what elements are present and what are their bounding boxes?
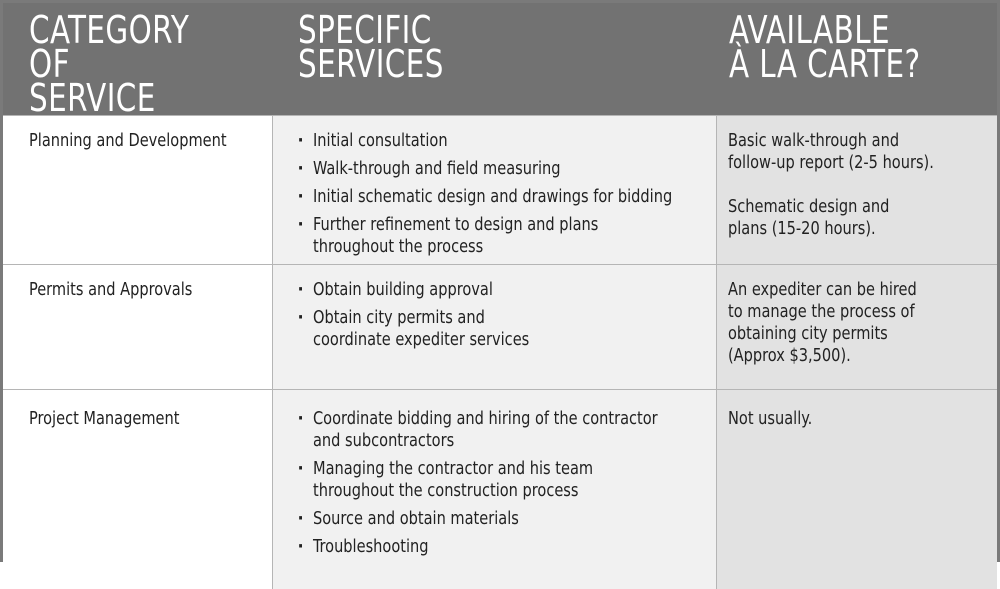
- a-la-carte-note: Basic walk-through and follow-up report …: [728, 130, 998, 174]
- table-row: Permits and Approvals Obtain building ap…: [3, 264, 998, 390]
- category-cell: Project Management: [3, 389, 273, 589]
- a-la-carte-text: An expediter can be hired to manage the …: [727, 279, 917, 366]
- table-row: Project Management Coordinate bidding an…: [3, 389, 998, 589]
- service-item: Obtain building approval: [297, 279, 716, 301]
- a-la-carte-cell: Not usually.: [716, 389, 998, 589]
- service-item-text: Obtain building approval: [312, 279, 493, 300]
- header-category: CATEGORY OF SERVICE: [3, 3, 272, 120]
- category-label: Planning and Development: [29, 130, 227, 151]
- service-item: Source and obtain materials: [297, 508, 716, 530]
- a-la-carte-note: An expediter can be hired to manage the …: [728, 279, 998, 367]
- service-item-text: Initial consultation: [312, 130, 448, 151]
- services-cell: Initial consultation Walk-through and fi…: [272, 115, 717, 265]
- header-specific-services: SPECIFIC SERVICES: [272, 3, 716, 116]
- a-la-carte-cell: Basic walk-through and follow-up report …: [716, 115, 998, 265]
- services-cell: Obtain building approval Obtain city per…: [272, 264, 717, 390]
- services-table-frame: CATEGORY OF SERVICE SPECIFIC SERVICES AV…: [0, 0, 1000, 562]
- service-item: Initial schematic design and drawings fo…: [297, 186, 716, 208]
- table-row: Planning and Development Initial consult…: [3, 115, 998, 265]
- service-item-text: Obtain city permits and coordinate exped…: [312, 307, 529, 350]
- header-specific-services-label: SPECIFIC SERVICES: [298, 8, 444, 86]
- service-item: Further refinement to design and plans t…: [297, 214, 716, 258]
- header-a-la-carte: AVAILABLE À LA CARTE?: [716, 3, 997, 116]
- a-la-carte-text: Not usually.: [727, 408, 812, 429]
- services-list: Initial consultation Walk-through and fi…: [297, 130, 716, 258]
- services-cell: Coordinate bidding and hiring of the con…: [272, 389, 717, 589]
- a-la-carte-cell: An expediter can be hired to manage the …: [716, 264, 998, 390]
- service-item-text: Walk-through and field measuring: [312, 158, 561, 179]
- category-cell: Planning and Development: [3, 115, 273, 265]
- a-la-carte-text: Schematic design and plans (15-20 hours)…: [727, 196, 889, 239]
- service-item: Walk-through and field measuring: [297, 158, 716, 180]
- service-item-text: Coordinate bidding and hiring of the con…: [312, 408, 658, 451]
- service-item: Obtain city permits and coordinate exped…: [297, 307, 716, 351]
- category-label: Permits and Approvals: [29, 279, 193, 300]
- table-header: CATEGORY OF SERVICE SPECIFIC SERVICES AV…: [3, 3, 997, 120]
- category-label: Project Management: [29, 408, 180, 429]
- a-la-carte-note: Not usually.: [728, 408, 998, 430]
- header-category-label: CATEGORY OF SERVICE: [29, 8, 190, 120]
- service-item: Troubleshooting: [297, 536, 716, 558]
- service-item: Managing the contractor and his team thr…: [297, 458, 716, 502]
- service-item-text: Further refinement to design and plans t…: [312, 214, 598, 257]
- service-item-text: Managing the contractor and his team thr…: [312, 458, 593, 501]
- a-la-carte-note: Schematic design and plans (15-20 hours)…: [728, 196, 998, 240]
- a-la-carte-text: Basic walk-through and follow-up report …: [727, 130, 934, 173]
- services-list: Coordinate bidding and hiring of the con…: [297, 408, 716, 558]
- service-item-text: Initial schematic design and drawings fo…: [312, 186, 672, 207]
- services-table: CATEGORY OF SERVICE SPECIFIC SERVICES AV…: [3, 3, 997, 589]
- category-cell: Permits and Approvals: [3, 264, 273, 390]
- service-item-text: Troubleshooting: [312, 536, 429, 557]
- service-item-text: Source and obtain materials: [312, 508, 519, 529]
- service-item: Coordinate bidding and hiring of the con…: [297, 408, 716, 452]
- service-item: Initial consultation: [297, 130, 716, 152]
- header-a-la-carte-label: AVAILABLE À LA CARTE?: [729, 8, 921, 86]
- services-list: Obtain building approval Obtain city per…: [297, 279, 716, 351]
